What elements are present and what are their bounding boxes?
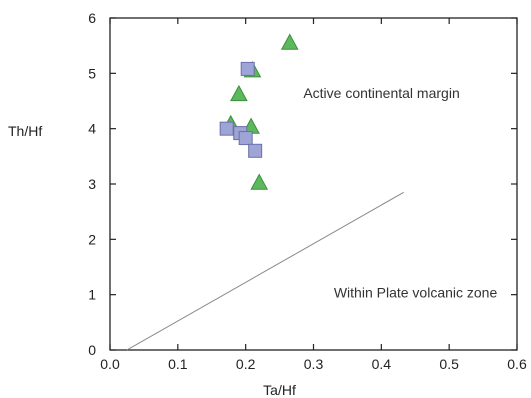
x-tick-label: 0.1 bbox=[168, 356, 188, 372]
x-tick-label: 0.6 bbox=[507, 356, 527, 372]
x-tick-label: 0.4 bbox=[372, 356, 392, 372]
active-continental-margin-label: Active continental margin bbox=[303, 85, 459, 101]
y-tick-label: 0 bbox=[88, 342, 96, 358]
y-tick-label: 2 bbox=[88, 231, 96, 247]
axes bbox=[109, 17, 518, 351]
within-plate-volcanic-zone-label: Within Plate volcanic zone bbox=[334, 284, 498, 300]
square-point bbox=[240, 61, 255, 76]
square-point bbox=[248, 143, 263, 158]
y-tick-label: 1 bbox=[88, 287, 96, 303]
y-tick-label: 4 bbox=[88, 121, 96, 137]
chart-text: 0.0 0.1 0.2 0.3 0.4 0.5 0.6 0 1 2 3 4 5 6 Ta/Hf Th/Hf Ac… bbox=[8, 10, 527, 398]
triangle-point bbox=[230, 84, 248, 102]
square-point bbox=[238, 131, 253, 146]
x-tick-label: 0.5 bbox=[439, 356, 459, 372]
triangle-point bbox=[250, 173, 269, 190]
boundary-line-layer bbox=[126, 191, 404, 351]
y-tick-label: 3 bbox=[88, 176, 96, 192]
y-tick-label: 6 bbox=[88, 10, 96, 26]
x-tick-label: 0.3 bbox=[304, 356, 324, 372]
x-tick-label: 0.0 bbox=[100, 356, 120, 372]
x-axis-label: Ta/Hf bbox=[263, 382, 296, 398]
x-tick-label: 0.2 bbox=[236, 356, 256, 372]
data-points bbox=[219, 33, 299, 190]
y-axis-label: Th/Hf bbox=[8, 123, 42, 139]
y-tick-label: 5 bbox=[88, 65, 96, 81]
triangle-point bbox=[280, 33, 299, 50]
square-point bbox=[219, 121, 234, 136]
field-boundary-line bbox=[126, 191, 404, 351]
